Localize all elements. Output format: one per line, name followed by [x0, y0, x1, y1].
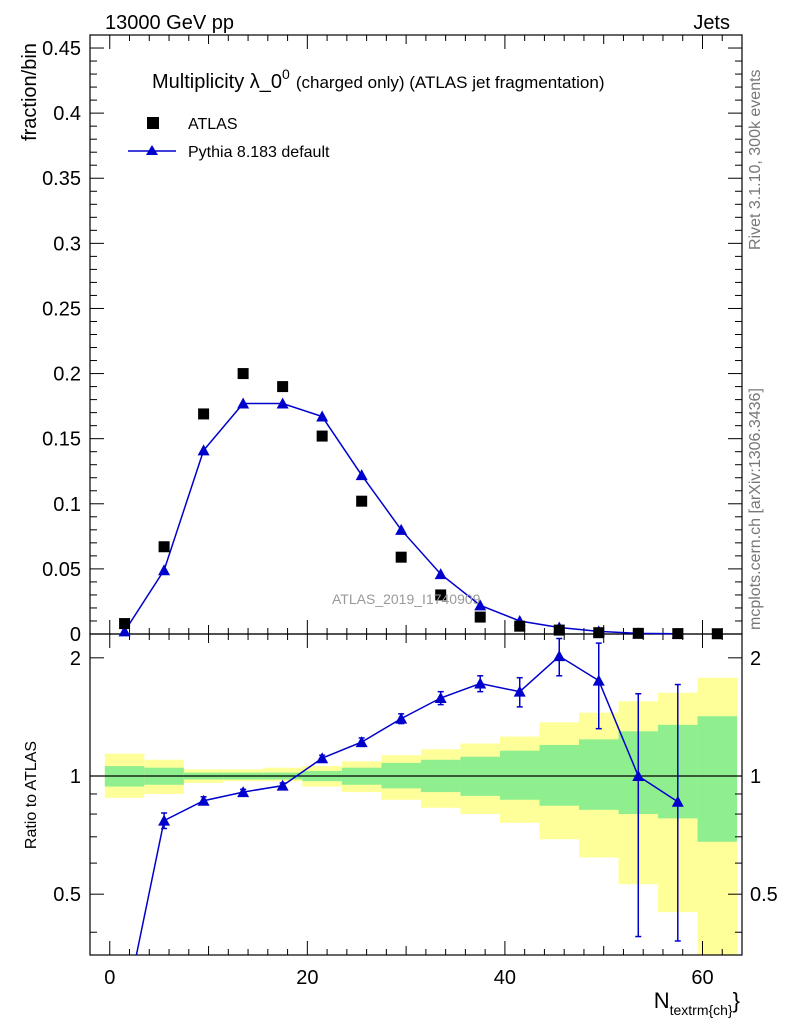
pythia-point — [395, 523, 408, 535]
ratio-point — [513, 685, 526, 697]
pythia-point — [197, 444, 210, 456]
atlas-point — [711, 628, 723, 640]
ratio-band-inner — [579, 739, 619, 810]
y-tick-label: 0.35 — [42, 168, 81, 190]
pythia-point — [474, 599, 487, 611]
chart-title-sup: 0 — [282, 66, 290, 82]
chart-title: Multiplicity λ_00 (charged only) (ATLAS j… — [152, 66, 605, 93]
pythia-point — [237, 397, 250, 409]
ratio-y-axis-label: Ratio to ATLAS — [23, 741, 40, 849]
legend-pythia-marker — [146, 145, 158, 155]
main-panel-frame: 0 0.05 0.1 0.15 0.2 0.25 0.3 0.35 0.4 0.45 — [42, 34, 743, 955]
pythia-point — [316, 410, 329, 422]
atlas-point — [514, 620, 526, 632]
ratio-point — [158, 814, 171, 826]
atlas-point — [356, 495, 368, 507]
source-label: mcplots.cern.ch [arXiv:1306.3436] — [747, 388, 764, 630]
pythia-point — [434, 568, 447, 580]
pythia-point — [276, 397, 289, 409]
y-tick-label: 0.4 — [53, 103, 81, 125]
atlas-point — [198, 408, 210, 420]
ratio-point — [316, 752, 329, 764]
ratio-point — [355, 736, 368, 748]
x-axis-label: Ntextrm{ch}} — [654, 988, 740, 1018]
ratio-y-tick-label-right: 0.5 — [750, 884, 778, 906]
y-tick-label: 0.25 — [42, 298, 81, 320]
atlas-point — [119, 618, 131, 630]
rivet-label: Rivet 3.1.10, 300k events — [747, 69, 764, 250]
atlas-point — [395, 551, 407, 563]
ratio-point — [276, 779, 289, 791]
y-tick-label: 0.15 — [42, 429, 81, 451]
atlas-point — [632, 627, 644, 639]
ratio-point — [671, 795, 684, 807]
ratio-point — [434, 692, 447, 704]
y-tick-label: 0 — [70, 624, 81, 646]
x-axis-label-main: N — [654, 988, 670, 1013]
legend-atlas-label: ATLAS — [188, 116, 238, 133]
y-axis-label: fraction/bin — [19, 43, 41, 141]
y-tick-label: 0.05 — [42, 559, 81, 581]
ratio-y-tick-label-right: 1 — [750, 766, 761, 788]
ratio-panel-border — [89, 633, 743, 956]
atlas-point — [277, 381, 289, 393]
x-axis-label-sub: textrm{ch} — [670, 1002, 733, 1018]
x-tick-label: 0 — [104, 967, 115, 989]
header-process: Jets — [693, 12, 730, 34]
y-tick-label: 0.2 — [53, 364, 81, 386]
ratio-uncertainty-bands — [104, 677, 738, 955]
ratio-point — [553, 650, 566, 662]
ratio-y-tick-label: 2 — [70, 648, 81, 670]
data-marks — [118, 368, 723, 955]
chart-title-rest: (charged only) (ATLAS jet fragmentation) — [296, 73, 605, 92]
atlas-point — [474, 611, 486, 623]
atlas-point — [237, 368, 249, 380]
ratio-point — [237, 786, 250, 798]
header-energy: 13000 GeV pp — [105, 12, 234, 34]
atlas-point — [158, 541, 170, 553]
x-axis-label-close: } — [733, 988, 740, 1013]
y-tick-label: 0.1 — [53, 494, 81, 516]
x-tick-label: 40 — [494, 967, 516, 989]
chart-title-main: Multiplicity λ_0 — [152, 71, 282, 93]
pythia-point — [158, 564, 171, 576]
ratio-band-inner — [539, 744, 579, 806]
atlas-point — [593, 627, 605, 639]
ratio-point — [632, 770, 645, 782]
ratio-point — [592, 674, 605, 686]
ratio-y-tick-label: 1 — [70, 766, 81, 788]
ratio-point — [395, 712, 408, 724]
ratio-y-tick-label: 0.5 — [53, 884, 81, 906]
pythia-point — [118, 625, 131, 637]
ratio-y-tick-label-right: 2 — [750, 648, 761, 670]
legend-pythia-label: Pythia 8.183 default — [188, 144, 330, 161]
y-tick-label: 0.3 — [53, 233, 81, 255]
atlas-point — [553, 624, 565, 636]
ratio-band-inner — [697, 716, 738, 842]
atlas-point — [316, 430, 328, 442]
legend-atlas-marker — [147, 117, 159, 129]
pythia-point — [355, 469, 368, 481]
ratio-point — [474, 677, 487, 689]
atlas-point — [435, 589, 447, 601]
x-tick-label: 60 — [691, 967, 713, 989]
ratio-point — [197, 794, 210, 806]
y-tick-label: 0.45 — [42, 38, 81, 60]
analysis-watermark: ATLAS_2019_I1740909 — [332, 591, 481, 607]
ratio-band-inner — [499, 750, 540, 800]
ratio-panel-frame: 0 20 40 60 0.5 0.5 1 1 2 2 — [53, 633, 778, 989]
atlas-point — [672, 628, 684, 640]
x-tick-label: 20 — [296, 967, 318, 989]
